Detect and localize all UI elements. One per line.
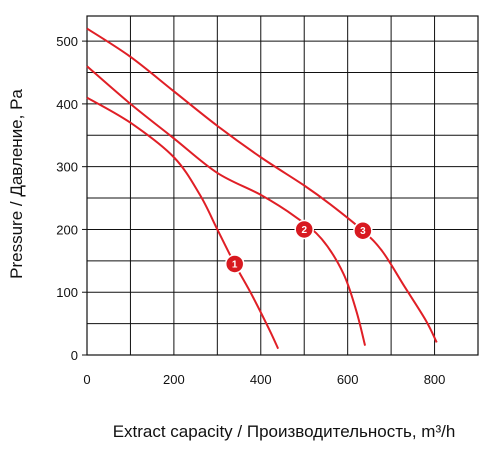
- series-marker-3: 3: [353, 220, 373, 241]
- series-line-1: [86, 96, 280, 350]
- y-tick-label: 400: [56, 97, 78, 112]
- y-tick-label: 500: [56, 34, 78, 49]
- y-tick-labels: 0 100 200 300 400 500: [56, 34, 87, 363]
- marker-circle: [353, 220, 373, 241]
- grid: [87, 16, 478, 355]
- series-marker-2: 2: [294, 219, 314, 240]
- marker-label: 3: [360, 226, 366, 237]
- x-tick-label: 0: [83, 372, 90, 387]
- y-tick-label: 100: [56, 285, 78, 300]
- x-tick-label: 800: [424, 372, 446, 387]
- marker-circle: [224, 254, 245, 274]
- x-tick-label: 400: [250, 372, 272, 387]
- x-tick-label: 200: [163, 372, 185, 387]
- marker-label: 1: [232, 259, 238, 270]
- series-line-3: [86, 27, 438, 343]
- y-tick-label: 200: [56, 222, 78, 237]
- series-line-2: [86, 65, 367, 346]
- y-axis-label: Pressure / Давление, Pa: [7, 89, 26, 279]
- series-group: [86, 27, 438, 350]
- x-tick-labels: 0 200 400 600 800: [83, 372, 445, 387]
- y-tick-label: 300: [56, 160, 78, 175]
- plot-area: [86, 15, 479, 356]
- x-tick-label: 600: [337, 372, 359, 387]
- series-markers: 1 2 3: [224, 219, 373, 274]
- y-tick-label: 0: [71, 348, 78, 363]
- marker-label: 2: [301, 225, 307, 236]
- x-axis-label: Extract capacity / Производительность, m…: [113, 422, 456, 441]
- marker-circle: [294, 219, 314, 240]
- series-marker-1: 1: [224, 254, 245, 274]
